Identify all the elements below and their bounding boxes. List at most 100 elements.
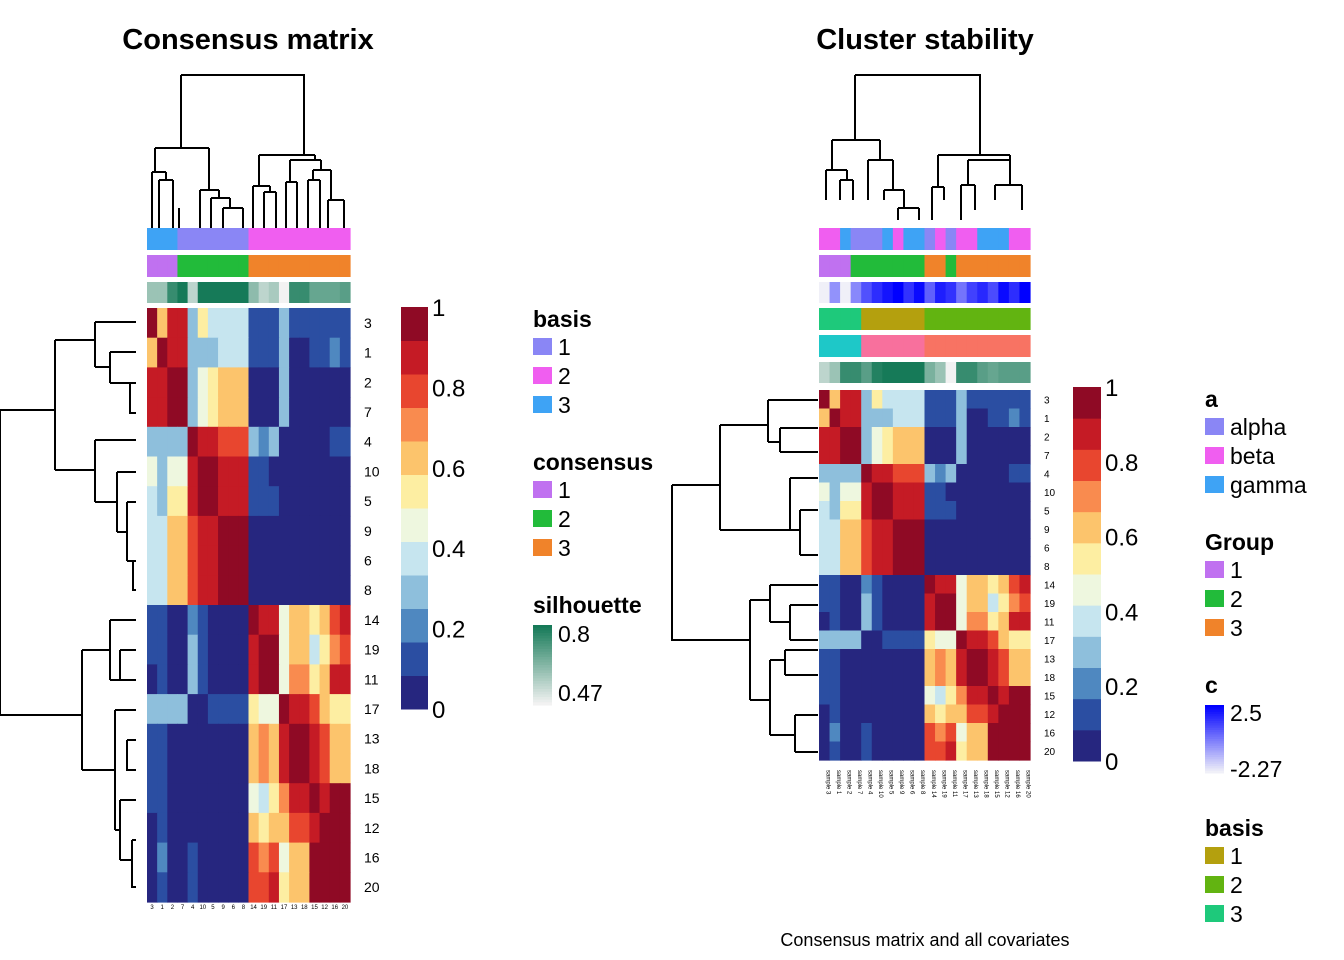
right-heat-cell	[819, 667, 831, 687]
left-heat-cell	[299, 397, 310, 428]
left-heat-cell	[248, 545, 260, 576]
right-heat-cell	[861, 612, 873, 632]
right-heat-cell	[935, 593, 947, 613]
right-heat-cell	[966, 408, 978, 428]
right-heat-cell	[850, 704, 862, 724]
right-heat-cell	[998, 445, 1010, 465]
right-heat-cell	[861, 630, 873, 650]
right-heat-cell	[977, 593, 989, 613]
legend-gradient-c-step	[1205, 739, 1224, 742]
right-heat-cell	[977, 501, 989, 521]
left-heat-cell	[228, 842, 239, 873]
left-annot-basis-cell	[147, 228, 158, 250]
left-heat-cell	[147, 812, 158, 844]
right-heat-cell	[987, 408, 999, 428]
right-annot-a-cell	[977, 228, 989, 250]
right-heat-cell	[987, 538, 999, 558]
right-col-label: sample 4	[866, 770, 872, 795]
left-heat-cell	[268, 634, 280, 665]
right-heat-cell	[840, 501, 852, 521]
right-annot-c-cell	[840, 282, 852, 303]
left-heat-cell	[339, 575, 351, 606]
right-annot-a-cell	[850, 228, 862, 250]
left-heat-cell	[218, 337, 229, 368]
left-colorbar-segment	[401, 340, 428, 375]
left-heat-cell	[207, 634, 219, 665]
right-heat-cell	[935, 575, 947, 595]
right-row-label: 10	[1044, 488, 1056, 499]
right-heat-cell	[903, 408, 915, 428]
legend-gradient-silhouette-step	[533, 702, 552, 706]
right-annot-silhouette-cell	[913, 362, 926, 383]
left-heat-cell	[258, 426, 270, 458]
right-heat-cell	[829, 723, 841, 743]
right-colorbar-tick: 0.4	[1105, 599, 1138, 626]
right-heat-cell	[924, 556, 936, 576]
right-heat-cell	[840, 649, 852, 669]
right-colorbar-segment	[1073, 480, 1101, 513]
left-heat-cell	[258, 664, 270, 695]
right-colorbar: 1 0.8 0.6 0.4 0.2 0	[1073, 375, 1138, 776]
right-heat-cell	[956, 390, 968, 410]
legend-gradient-silhouette-step	[533, 627, 552, 631]
right-row-label: 18	[1044, 673, 1056, 684]
left-col-label: 20	[342, 905, 349, 911]
right-annot-c-cell	[829, 282, 841, 303]
left-annot-consensus-cell	[278, 255, 290, 277]
right-heat-cell	[924, 741, 936, 761]
right-heat-cell	[871, 575, 883, 595]
right-annot-c-cell	[956, 282, 968, 303]
left-heat-cell	[289, 605, 300, 636]
legend-gradient-c-step	[1205, 725, 1224, 729]
right-heat-cell	[977, 556, 989, 576]
left-heat-cell	[268, 694, 280, 725]
left-heat-cell	[218, 545, 229, 576]
legend-gradient-c-step	[1205, 741, 1224, 745]
legend-gradient-silhouette-step	[533, 670, 552, 674]
left-heat-cell	[177, 397, 189, 428]
right-annot-Group-cell	[819, 255, 831, 277]
right-heat-cell	[924, 501, 936, 521]
right-heat-cell	[998, 741, 1010, 761]
right-col-label: sample 8	[919, 770, 925, 795]
right-colorbar-segment	[1073, 605, 1101, 637]
left-heat-cell	[289, 842, 300, 873]
right-heat-cell	[1008, 538, 1021, 558]
right-heat-cell	[861, 649, 873, 669]
left-annot-silhouette-cell	[299, 282, 310, 303]
left-heat-cell	[319, 872, 331, 903]
right-panel-title: Cluster stability	[816, 24, 1034, 56]
right-heat-cell	[819, 686, 831, 706]
right-heat-cell	[819, 575, 831, 595]
right-heat-cell	[861, 667, 873, 687]
left-heat-cell	[157, 575, 168, 606]
right-annot-Group_color_2-cell	[956, 335, 968, 357]
right-heat-cell	[977, 538, 989, 558]
left-heat-cell	[268, 753, 280, 784]
right-annot-c-cell	[861, 282, 873, 303]
right-heat-cell	[840, 630, 852, 650]
left-heat-cell	[258, 367, 270, 398]
left-colorbar-tick: 1	[432, 295, 445, 322]
legend-gradient-silhouette-step	[533, 651, 552, 655]
right-heat-cell	[871, 630, 883, 650]
right-heat-cell	[956, 408, 968, 428]
left-colorbar-segment	[401, 374, 428, 408]
left-heat-cell	[319, 426, 331, 458]
left-heat-cell	[218, 783, 229, 814]
right-heat-cell	[829, 704, 841, 724]
right-heat-cell	[1019, 667, 1031, 687]
legend-label-a: gamma	[1230, 472, 1307, 498]
right-heat-cell	[924, 464, 936, 484]
right-heat-cell	[871, 519, 883, 539]
left-heat-cell	[248, 456, 260, 487]
right-annot-Group-cell	[924, 255, 936, 277]
right-heat-cell	[945, 464, 957, 484]
right-row-dendrogram	[671, 399, 818, 753]
right-annot-Group_color_2-cell	[987, 335, 999, 357]
left-heat-cell	[238, 426, 250, 458]
left-col-label: 14	[250, 905, 257, 911]
left-heat-cell	[268, 426, 280, 458]
right-heat-cell	[935, 686, 947, 706]
right-annot-Group_color_2-cell	[861, 335, 873, 357]
